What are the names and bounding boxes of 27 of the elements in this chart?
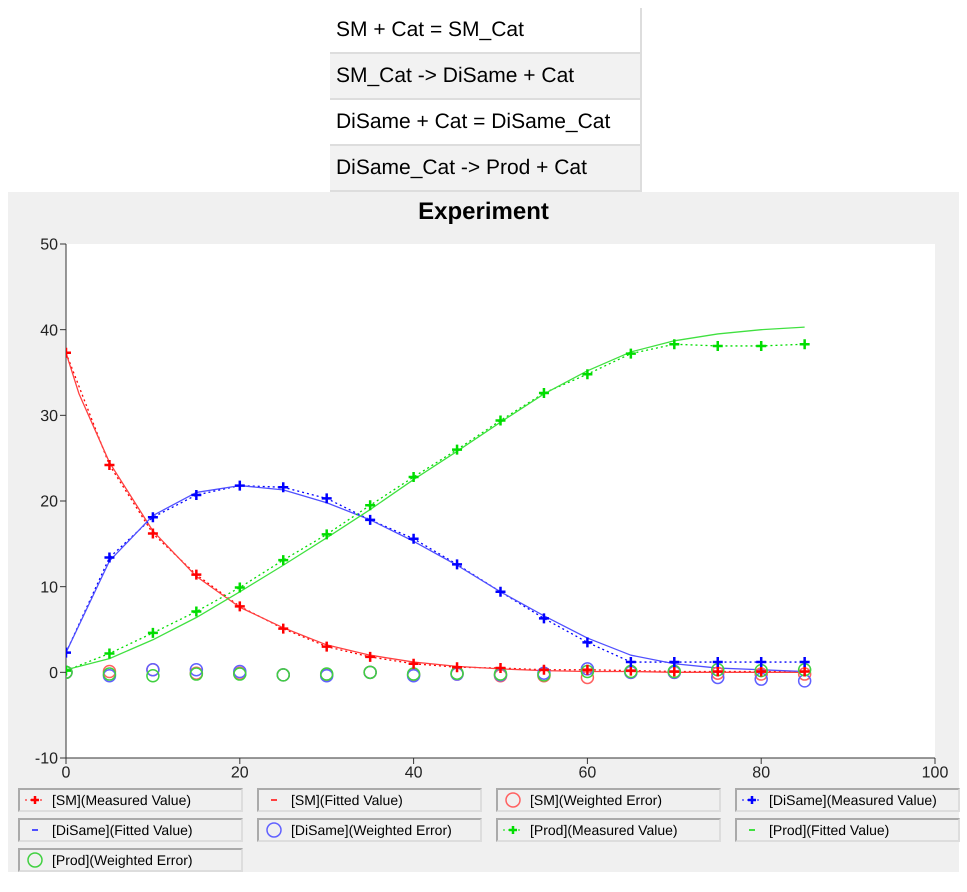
legend-label: [Prod](Fitted Value) — [769, 822, 890, 838]
y-tick-label: 20 — [40, 494, 58, 511]
chart-title: Experiment — [417, 197, 550, 227]
text: SM + Cat = SM_Cat — [330, 8, 640, 54]
y-tick-label: 10 — [40, 579, 58, 596]
x-tick-label: 100 — [922, 764, 948, 782]
legend-label: [SM](Fitted Value) — [291, 792, 403, 808]
y-tick-label: 50 — [40, 236, 58, 254]
text: DiSame_Cat -> Prod + Cat — [330, 146, 640, 192]
legend-label: [Prod](Weighted Error) — [52, 852, 193, 868]
legend-label: [DiSame](Measured Value) — [769, 792, 937, 808]
legend-label: [DiSame](Weighted Error) — [291, 822, 452, 838]
x-tick-label: 0 — [62, 764, 71, 782]
text: SM_Cat -> DiSame + Cat — [330, 54, 640, 100]
legend-label: [Prod](Measured Value) — [530, 822, 678, 838]
y-tick-label: 30 — [40, 408, 58, 426]
y-tick-label: 0 — [49, 665, 58, 682]
legend-label: [SM](Weighted Error) — [530, 792, 662, 808]
legend-label: [DiSame](Fitted Value) — [52, 822, 193, 838]
text: DiSame + Cat = DiSame_Cat — [330, 100, 640, 146]
legend-label: [SM](Measured Value) — [52, 792, 192, 808]
x-tick-label: 40 — [404, 764, 423, 782]
y-tick-label: -10 — [34, 750, 58, 768]
x-tick-label: 60 — [578, 764, 596, 782]
y-tick-label: 40 — [40, 322, 58, 340]
x-tick-label: 20 — [230, 764, 249, 782]
x-tick-label: 80 — [752, 764, 770, 782]
